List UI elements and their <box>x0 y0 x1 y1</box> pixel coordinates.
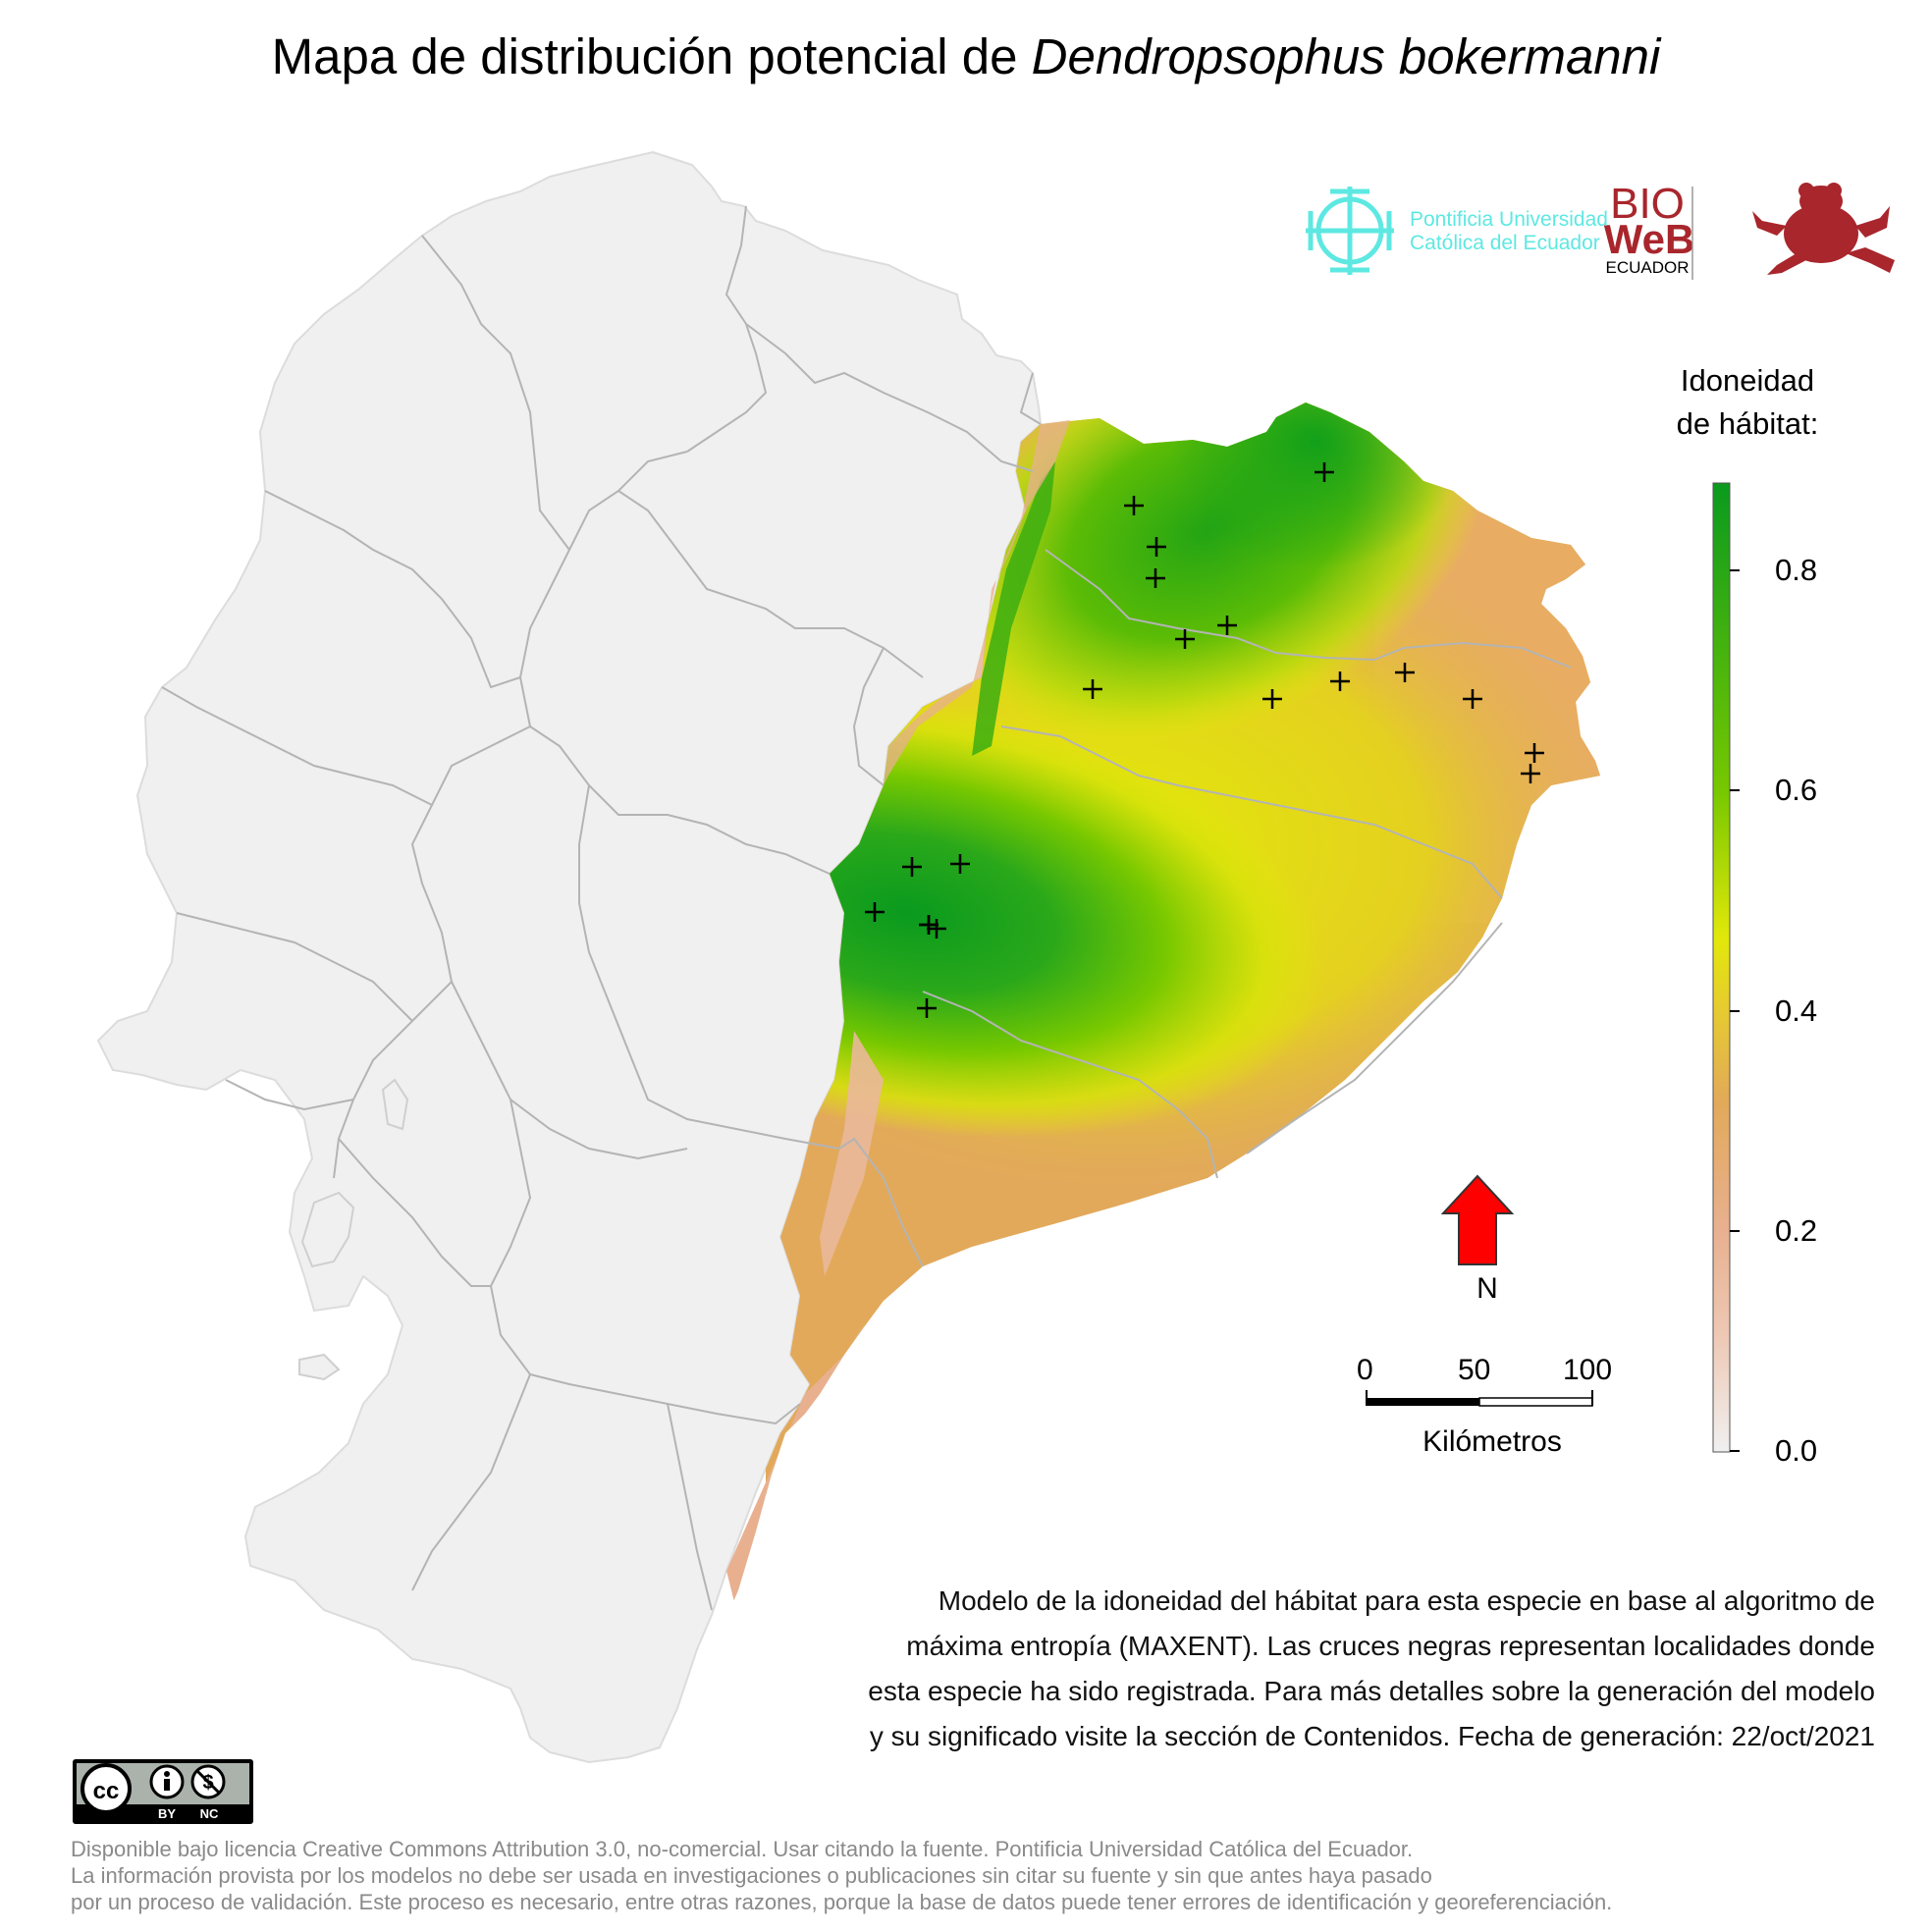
occurrence-cross <box>1083 679 1102 699</box>
cc-license-badge: cc $ BY NC <box>73 1759 253 1824</box>
svg-text:cc: cc <box>93 1778 120 1804</box>
occurrence-cross <box>1330 671 1350 691</box>
occurrence-cross <box>1217 616 1237 635</box>
legend-tick-label: 0.0 <box>1775 1433 1818 1468</box>
description-line: y su significado visite la sección de Co… <box>869 1721 1875 1751</box>
occurrence-cross <box>902 857 922 877</box>
north-arrow-icon <box>1440 1174 1515 1265</box>
bioweb-word-bio: BIO <box>1610 180 1685 228</box>
legend-title-line2: de hábitat: <box>1676 406 1819 441</box>
north-arrow <box>1440 1174 1515 1265</box>
legend-tick-marks <box>1730 569 1740 1452</box>
gulf-islet <box>381 1078 409 1131</box>
puce-logo-text: Pontificia Universidad Católica del Ecua… <box>1410 208 1608 255</box>
scale-label-50: 50 <box>1458 1354 1491 1386</box>
occurrence-cross <box>1147 537 1166 557</box>
legend-title-line1: Idoneidad <box>1680 363 1815 398</box>
occurrence-cross <box>1525 743 1544 763</box>
legend-tick-label: 0.4 <box>1775 993 1818 1028</box>
legend-color-bar <box>1712 482 1731 1453</box>
occurrence-cross <box>917 998 937 1018</box>
license-line: Disponible bajo licencia Creative Common… <box>71 1837 1414 1861</box>
occurrence-cross <box>1175 629 1195 649</box>
legend-tick-label: 0.8 <box>1775 553 1818 587</box>
occurrence-cross <box>1315 462 1334 482</box>
badge-nc-label: NC <box>200 1806 219 1821</box>
puna-island <box>300 1191 355 1268</box>
description-line: Modelo de la idoneidad del hábitat para … <box>938 1585 1875 1616</box>
occurrence-cross <box>1262 689 1282 709</box>
license-line: por un proceso de validación. Este proce… <box>71 1890 1613 1914</box>
cc-icon <box>80 1763 132 1814</box>
occurrence-cross <box>950 854 970 874</box>
occurrence-cross <box>927 919 946 939</box>
bioweb-logo: BIO WeB ECUADOR <box>1604 180 1895 280</box>
frog-icon <box>1752 183 1895 275</box>
occurrence-cross <box>1521 764 1540 783</box>
scale-label-0: 0 <box>1357 1354 1373 1386</box>
legend-tick-label: 0.6 <box>1775 773 1818 807</box>
scale-label-100: 100 <box>1563 1354 1613 1386</box>
occurrence-cross <box>919 915 939 935</box>
bioweb-word-ecuador: ECUADOR <box>1605 258 1689 277</box>
occurrence-cross <box>1146 568 1165 588</box>
badge-by-label: BY <box>158 1806 176 1821</box>
legend-tick-label: 0.2 <box>1775 1213 1818 1248</box>
occurrence-cross <box>1124 496 1144 515</box>
gulf-islet <box>298 1353 341 1381</box>
puce-name-line2: Católica del Ecuador <box>1410 232 1600 254</box>
scale-bar <box>1366 1390 1593 1407</box>
puce-name-line1: Pontificia Universidad <box>1410 208 1608 231</box>
occurrence-cross <box>1463 689 1482 709</box>
title-species: Dendropsophus bokermanni <box>1031 28 1661 84</box>
province-borders <box>161 205 1572 1611</box>
map-title: Mapa de distribución potencial de Dendro… <box>0 27 1932 86</box>
license-line: La información provista por los modelos … <box>71 1863 1432 1888</box>
scale-unit: Kilómetros <box>1422 1425 1562 1458</box>
north-label: N <box>1476 1272 1498 1305</box>
description-line: máxima entropía (MAXENT). Las cruces neg… <box>906 1631 1875 1661</box>
andes-edge-dither <box>864 420 1070 825</box>
license-text: Disponible bajo licencia Creative Common… <box>71 1836 1916 1915</box>
legend-title: Idoneidad de hábitat: <box>1649 359 1846 446</box>
puce-logo-icon <box>1306 187 1394 275</box>
description-line: esta especie ha sido registrada. Para má… <box>868 1676 1875 1706</box>
map-description: Modelo de la idoneidad del hábitat para … <box>746 1579 1875 1759</box>
occurrence-cross <box>865 902 885 922</box>
occurrence-cross <box>1395 663 1415 682</box>
occurrence-records <box>865 462 1544 1018</box>
title-prefix: Mapa de distribución potencial de <box>271 28 1032 84</box>
bioweb-word-web: WeB <box>1604 216 1695 262</box>
